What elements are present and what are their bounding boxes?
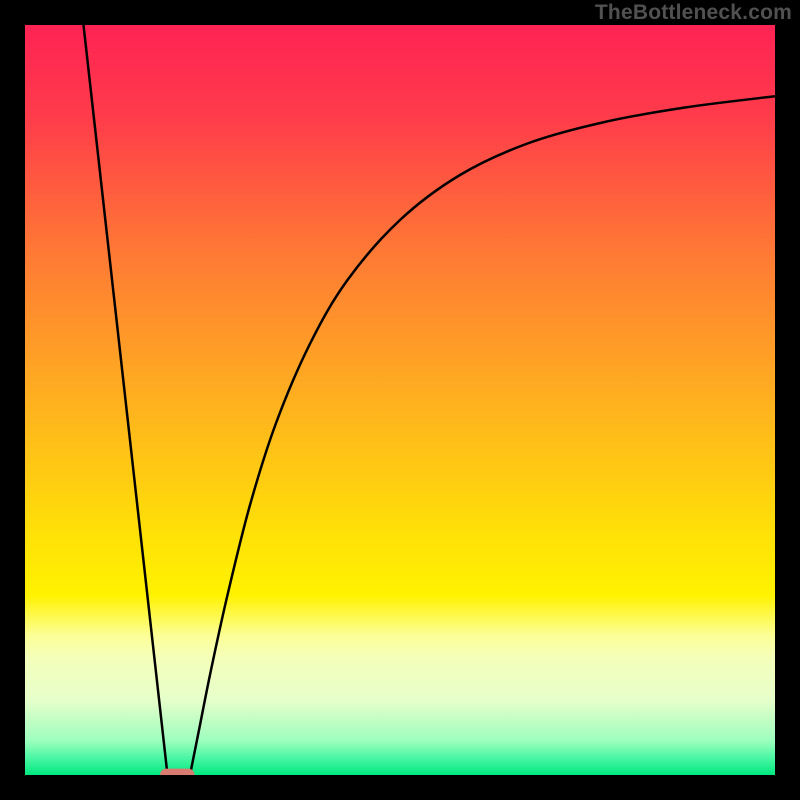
chart-container: TheBottleneck.com bbox=[0, 0, 800, 800]
attribution-label: TheBottleneck.com bbox=[595, 0, 792, 23]
gradient-background bbox=[25, 25, 775, 775]
bottleneck-chart bbox=[0, 0, 800, 800]
